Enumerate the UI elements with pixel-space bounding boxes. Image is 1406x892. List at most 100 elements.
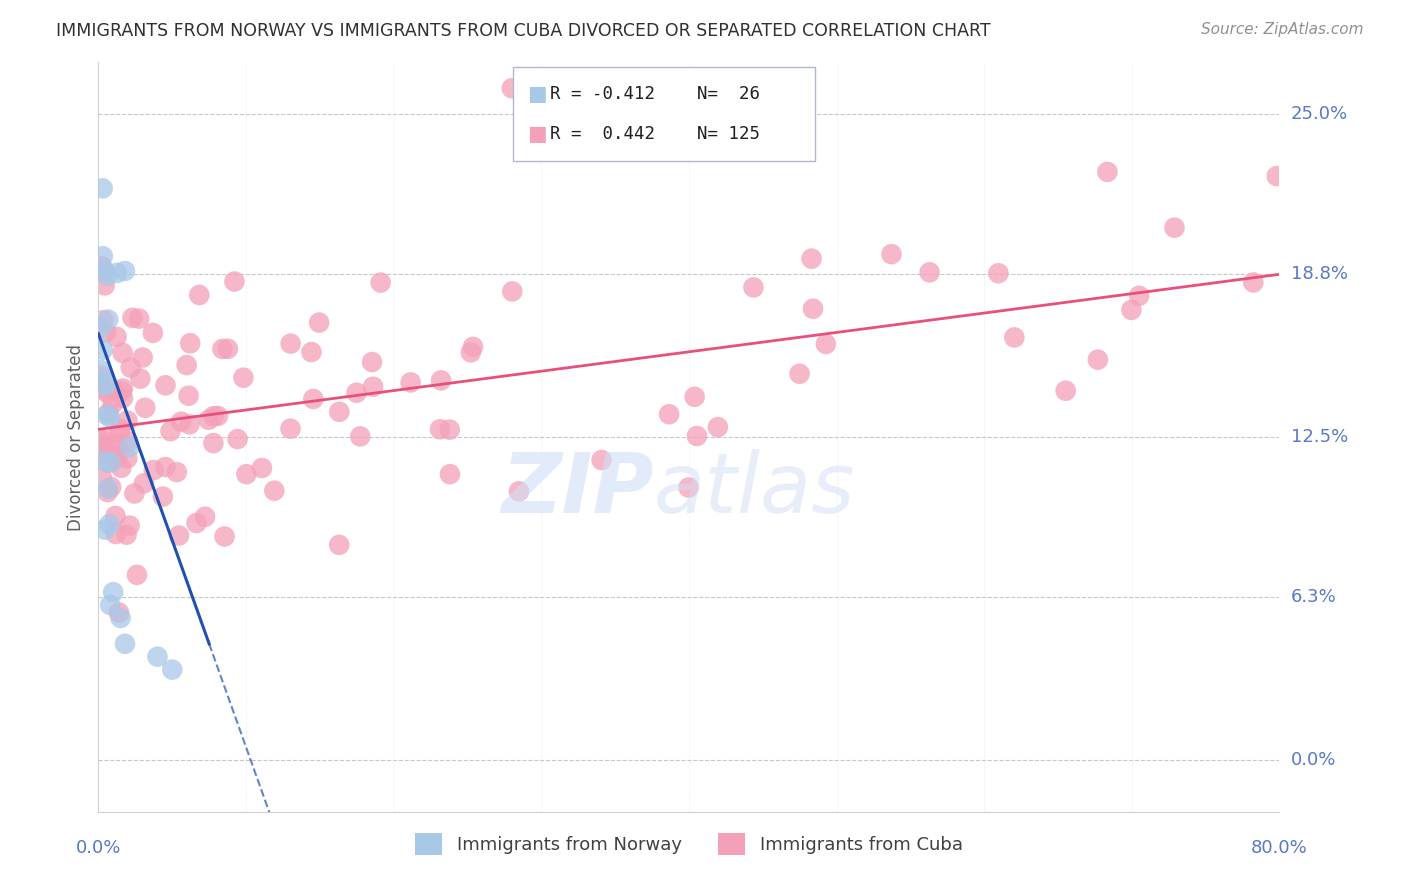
Point (97, 405, 120, 419)
Point (105, 438, 128, 452)
Point (93, 375, 115, 389)
Point (280, 336, 302, 351)
Point (167, 528, 190, 542)
Point (93, 278, 115, 293)
Point (508, 484, 530, 499)
Point (361, 380, 384, 394)
Point (129, 371, 152, 385)
Point (104, 527, 127, 541)
Text: R = -0.412    N=  26: R = -0.412 N= 26 (550, 85, 759, 103)
Point (177, 389, 200, 403)
Point (120, 360, 142, 375)
Point (108, 422, 131, 436)
Point (142, 326, 165, 340)
Point (429, 422, 451, 436)
Point (97, 482, 120, 496)
Text: 25.0%: 25.0% (1291, 105, 1348, 123)
Point (104, 450, 127, 464)
Point (110, 460, 132, 475)
Point (90, 259, 112, 273)
Point (430, 373, 453, 387)
Y-axis label: Divorced or Separated: Divorced or Separated (67, 343, 86, 531)
Point (235, 467, 257, 482)
Point (707, 420, 730, 434)
Point (1002, 330, 1025, 344)
Point (96, 408, 118, 422)
Point (226, 432, 249, 446)
Point (194, 509, 217, 524)
Point (166, 465, 188, 479)
Point (179, 336, 201, 351)
Point (124, 486, 146, 500)
Point (155, 460, 177, 475)
Point (91, 181, 114, 195)
Point (280, 422, 302, 436)
Point (302, 392, 325, 406)
Point (591, 453, 613, 467)
Text: 12.5%: 12.5% (1291, 428, 1348, 446)
Point (118, 440, 141, 454)
Point (186, 516, 208, 530)
Text: atlas: atlas (654, 449, 855, 530)
Point (162, 663, 183, 677)
Point (232, 370, 254, 384)
Point (789, 367, 811, 381)
Point (91, 249, 114, 263)
Point (100, 448, 122, 462)
Point (188, 288, 211, 302)
Point (100, 448, 122, 462)
Point (800, 252, 823, 266)
Point (101, 396, 124, 410)
Point (224, 275, 246, 289)
Point (349, 429, 371, 443)
Text: IMMIGRANTS FROM NORWAY VS IMMIGRANTS FROM CUBA DIVORCED OR SEPARATED CORRELATION: IMMIGRANTS FROM NORWAY VS IMMIGRANTS FRO… (56, 22, 991, 40)
Point (159, 424, 181, 438)
Point (111, 346, 134, 360)
Point (1097, 165, 1119, 179)
Point (131, 351, 153, 365)
Point (94, 325, 117, 339)
Point (202, 409, 225, 424)
Point (94, 523, 117, 537)
Point (1121, 302, 1143, 317)
Point (96, 485, 118, 500)
Point (111, 391, 134, 405)
Text: ZIP: ZIP (501, 449, 654, 530)
Text: 18.8%: 18.8% (1291, 265, 1347, 284)
Point (217, 342, 239, 356)
Point (90, 321, 112, 335)
Point (1241, 276, 1264, 290)
Point (118, 518, 141, 533)
Point (103, 585, 125, 599)
Point (105, 266, 128, 280)
Point (1265, 169, 1288, 183)
Text: 0.0%: 0.0% (1291, 751, 1336, 769)
Point (461, 340, 484, 354)
Point (814, 337, 837, 351)
Point (328, 405, 350, 419)
Point (683, 390, 706, 404)
Point (125, 567, 148, 582)
Point (97, 456, 120, 470)
Point (501, 81, 523, 95)
Point (142, 463, 165, 477)
Point (308, 316, 330, 330)
Point (361, 355, 384, 369)
Point (346, 385, 368, 400)
Point (117, 434, 139, 449)
Text: Source: ZipAtlas.com: Source: ZipAtlas.com (1201, 22, 1364, 37)
Point (658, 407, 681, 421)
Text: ■: ■ (527, 84, 547, 103)
Point (211, 342, 233, 356)
Point (152, 490, 174, 504)
Point (370, 276, 392, 290)
Point (114, 637, 136, 651)
Legend: Immigrants from Norway, Immigrants from Cuba: Immigrants from Norway, Immigrants from … (408, 826, 970, 863)
Point (97, 312, 120, 326)
Point (105, 330, 128, 344)
Point (96, 268, 118, 283)
Point (90, 368, 112, 383)
Point (880, 247, 903, 261)
Point (107, 439, 129, 453)
Point (501, 285, 523, 299)
